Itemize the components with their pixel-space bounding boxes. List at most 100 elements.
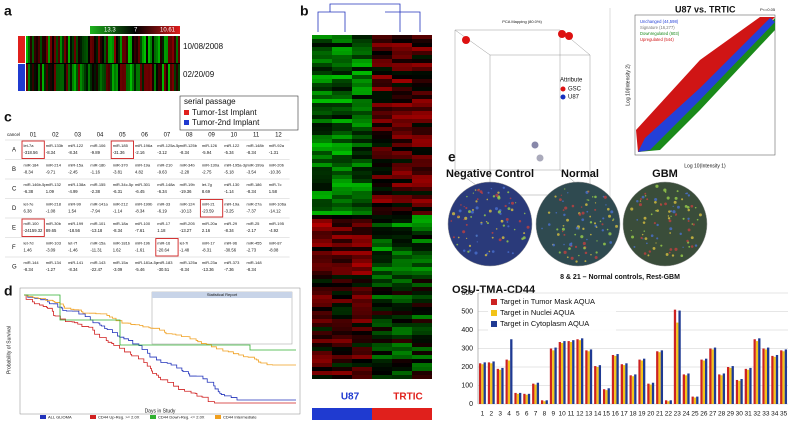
heatmap-cell	[104, 36, 106, 63]
bar	[784, 349, 788, 404]
heatmap	[26, 36, 180, 91]
bar	[525, 394, 528, 404]
heatmap-cell	[412, 155, 432, 159]
bar	[780, 350, 783, 404]
group-bar	[18, 36, 25, 63]
bar	[687, 373, 690, 404]
cell-name: miR-146b-5p	[24, 182, 48, 187]
cell-value: -7.37	[247, 209, 257, 214]
tissue-dot	[523, 212, 526, 215]
heatmap-cell	[372, 267, 392, 271]
cell-value: -22.47	[90, 267, 103, 272]
tissue-dot	[660, 244, 663, 247]
heatmap-cell	[312, 195, 332, 199]
heatmap-cell	[332, 219, 352, 223]
heatmap-cell	[332, 251, 352, 255]
heatmap-cell	[312, 95, 332, 99]
tissue-dot	[636, 218, 639, 221]
cell-name: miR-15a	[90, 241, 106, 246]
heatmap-cell	[352, 167, 372, 171]
heatmap-cell	[332, 331, 352, 335]
heatmap-cell	[412, 347, 432, 351]
heatmap-cell	[352, 95, 372, 99]
bar	[669, 400, 672, 404]
heatmap-cell	[392, 171, 412, 175]
heatmap-cell	[392, 99, 412, 103]
cell-value: -11.31	[90, 248, 102, 253]
tissue-dot	[582, 227, 585, 230]
bar	[514, 392, 517, 404]
heatmap-cell	[70, 64, 72, 91]
heatmap-cell	[372, 287, 392, 291]
tissue-dot	[605, 204, 607, 206]
bar	[676, 322, 679, 404]
heatmap-cell	[312, 99, 332, 103]
heatmap-cell	[312, 267, 332, 271]
highlight-box	[110, 140, 134, 159]
heatmap-cell	[332, 159, 352, 163]
heatmap-cell	[312, 319, 332, 323]
tissue-dot	[587, 199, 590, 201]
heatmap-cell	[392, 371, 412, 375]
heatmap-cell	[332, 355, 352, 359]
heatmap-cell	[352, 135, 372, 139]
heatmap-cell	[392, 355, 412, 359]
cell-value: -2.17	[247, 228, 257, 233]
pca-title: PCA Mapping (80.0%)	[502, 19, 542, 24]
bar	[519, 392, 522, 404]
tissue-dot	[505, 218, 509, 221]
heatmap-cell	[94, 36, 96, 63]
bar	[510, 339, 513, 404]
heatmap-cell	[68, 36, 70, 63]
heatmap-cell	[40, 36, 42, 63]
tissue-dot	[602, 217, 605, 220]
tissue-dot	[554, 195, 557, 198]
heatmap-cell	[372, 127, 392, 131]
heatmap-cell	[352, 207, 372, 211]
cell-name: let-7i	[180, 241, 189, 246]
heatmap-cell	[98, 64, 100, 91]
heatmap-cell	[72, 36, 74, 63]
tissue-dot	[457, 215, 459, 217]
heatmap-cell	[352, 203, 372, 207]
tissue-dot	[684, 204, 688, 208]
tissue-dot	[574, 245, 578, 248]
heatmap-cell	[88, 64, 90, 91]
heatmap-cell	[90, 36, 92, 63]
heatmap-cell	[332, 115, 352, 119]
x-tick-label: 21	[656, 411, 664, 418]
heatmap-cell	[332, 59, 352, 63]
tissue-dot	[679, 232, 682, 236]
heatmap-cell	[352, 311, 372, 315]
tissue-dot	[566, 256, 569, 259]
cell-value: 1.62	[113, 248, 122, 253]
bar	[549, 348, 553, 404]
cell-name: miR-7c	[269, 182, 282, 187]
heatmap-cell	[412, 343, 432, 347]
heatmap-cell	[372, 51, 392, 55]
heatmap-cell	[160, 36, 162, 63]
heatmap-cell	[412, 143, 432, 147]
bar	[527, 393, 531, 404]
cell-value: -10.13	[180, 209, 193, 214]
cell-name: miR-34b	[180, 163, 196, 168]
heatmap-cell	[352, 179, 372, 183]
heatmap-cell	[332, 215, 352, 219]
cell-value: -8.34	[247, 150, 257, 155]
legend-swatch	[184, 120, 189, 125]
heatmap-cell	[352, 107, 372, 111]
tissue-dot	[647, 254, 650, 257]
image-title: Negative Control	[446, 168, 534, 180]
heatmap-cell	[40, 64, 42, 91]
heatmap-cell	[332, 287, 352, 291]
x-tick-label: 15	[603, 411, 611, 418]
cell-name: miR-30b	[46, 221, 62, 226]
tissue-dot	[499, 212, 502, 215]
heatmap-cell	[352, 123, 372, 127]
heatmap-cell	[372, 327, 392, 331]
bar	[649, 384, 652, 404]
tissue-dot	[668, 251, 671, 254]
heatmap-cell	[62, 64, 64, 91]
heatmap-cell	[412, 91, 432, 95]
cell-value: -1.14	[113, 209, 123, 214]
